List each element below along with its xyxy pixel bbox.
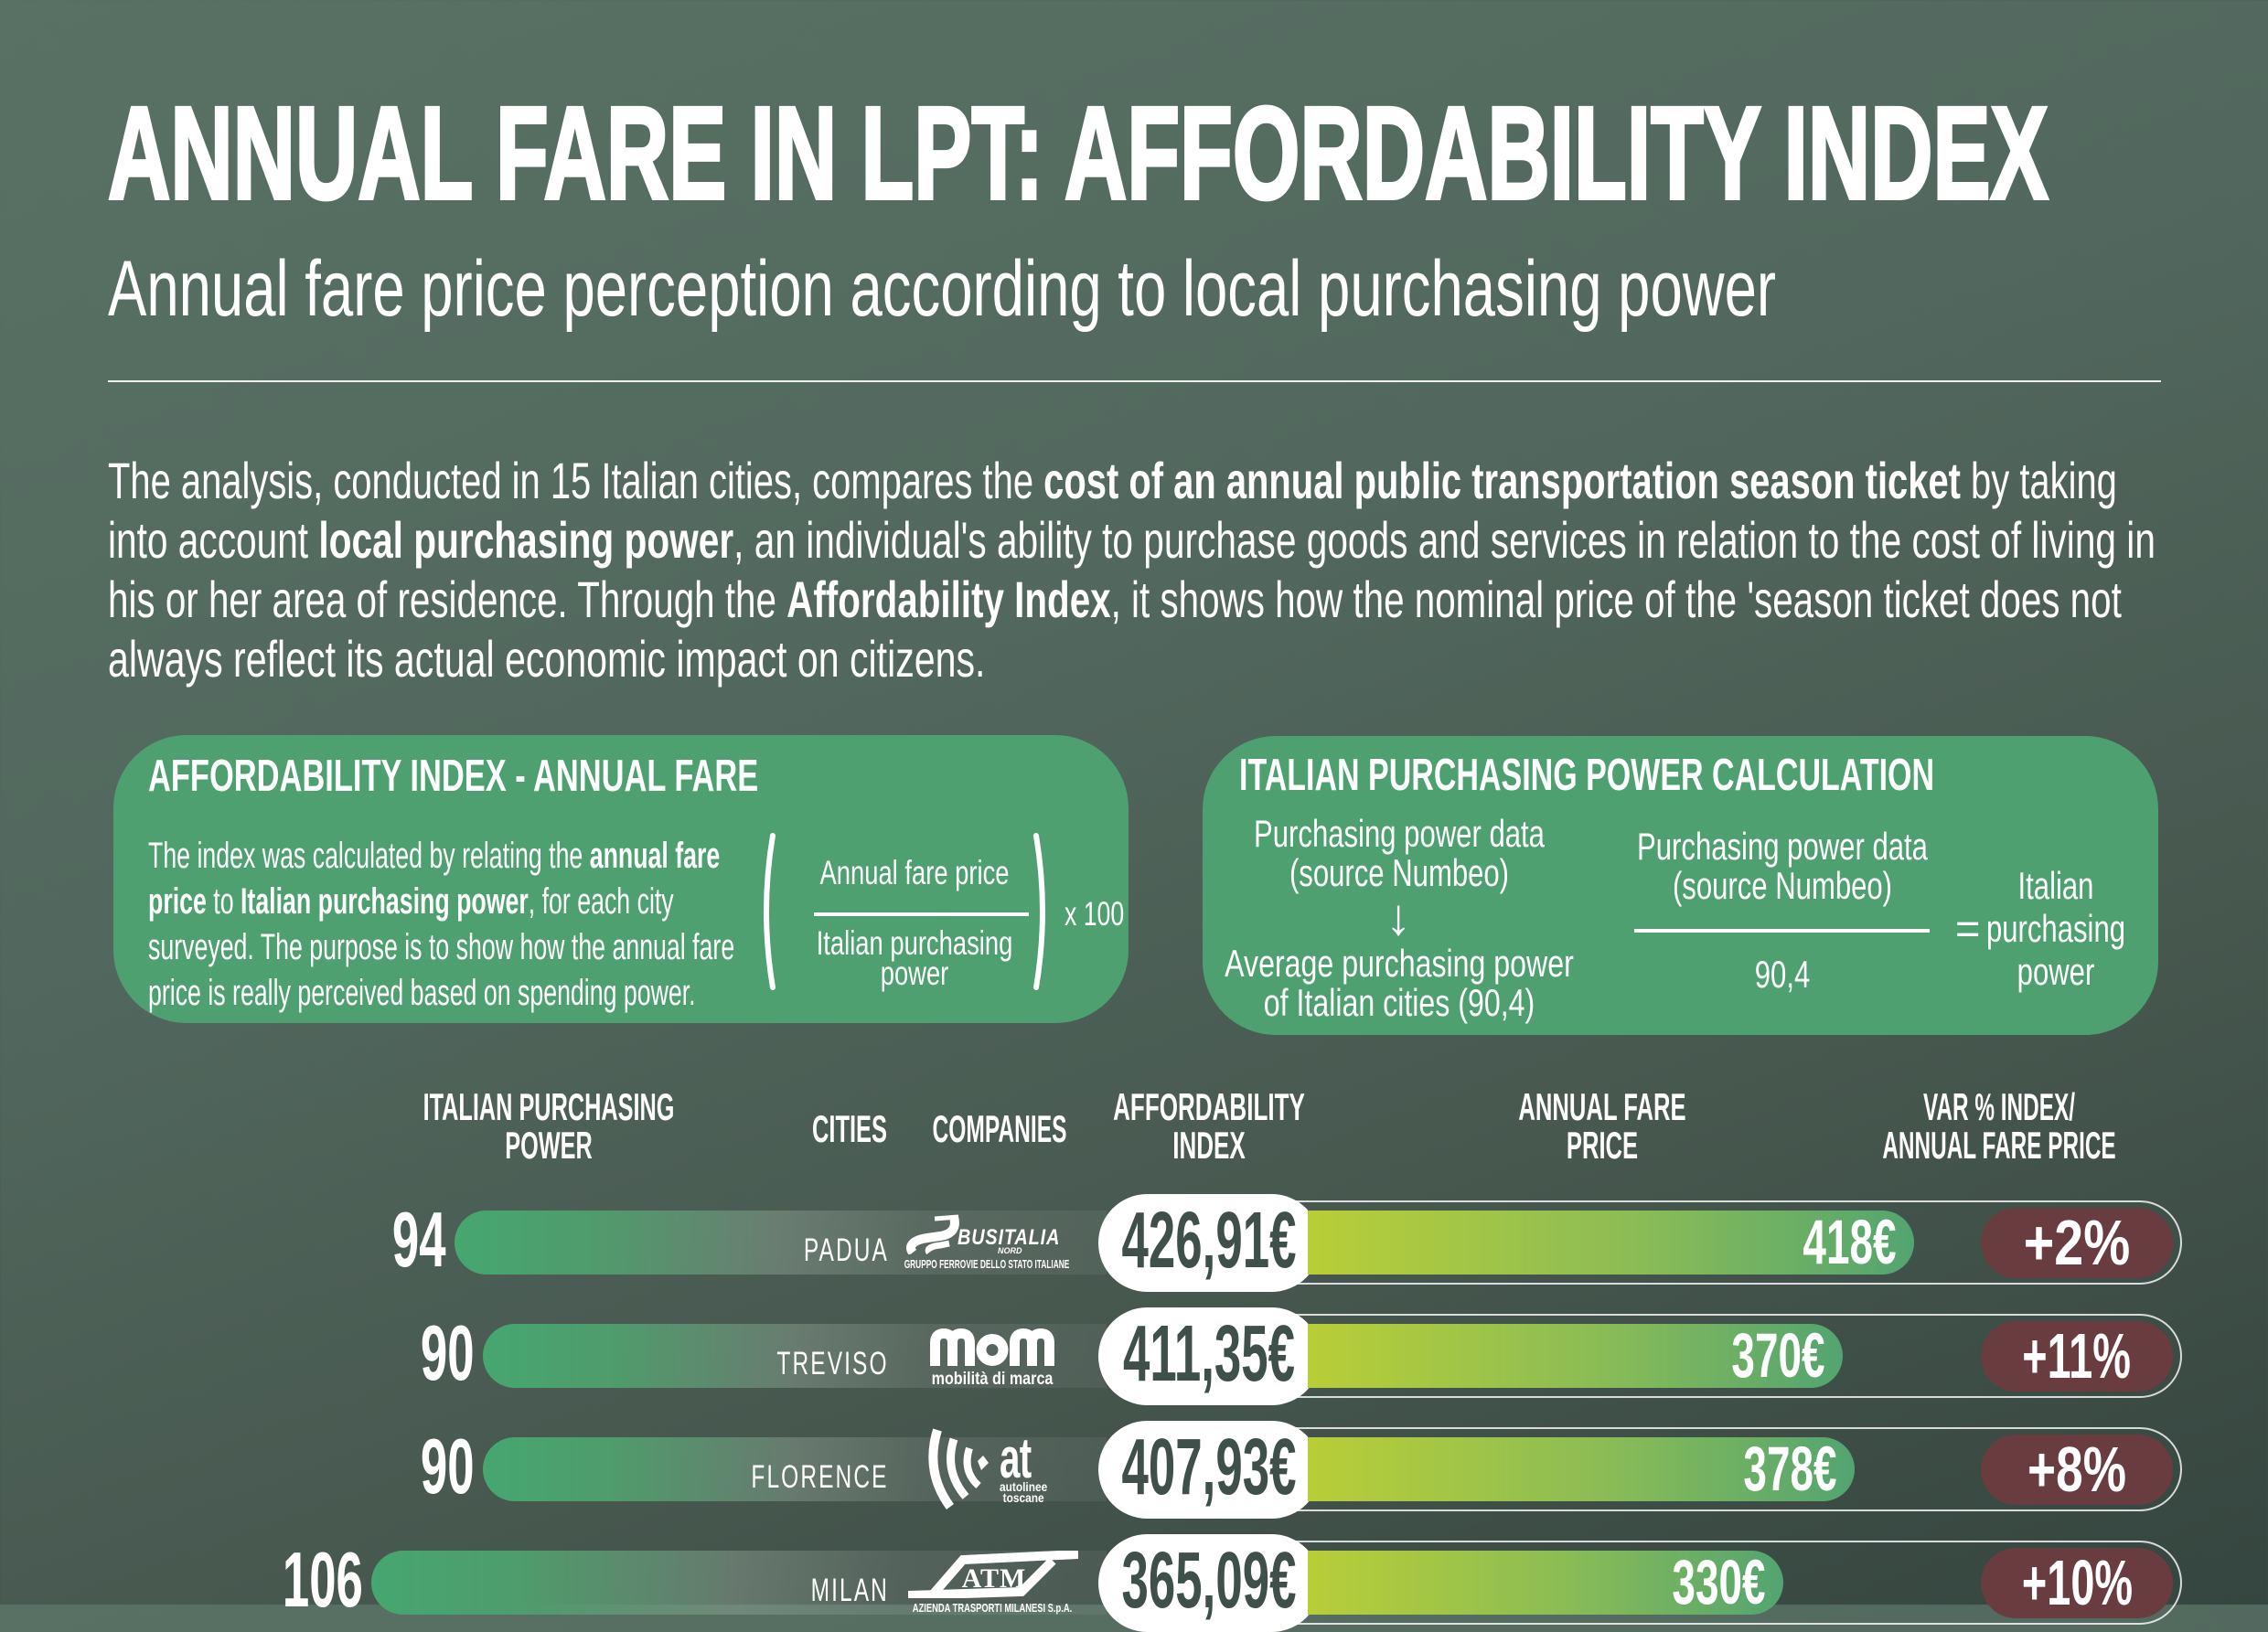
svg-text:ATM: ATM	[962, 1563, 1027, 1594]
